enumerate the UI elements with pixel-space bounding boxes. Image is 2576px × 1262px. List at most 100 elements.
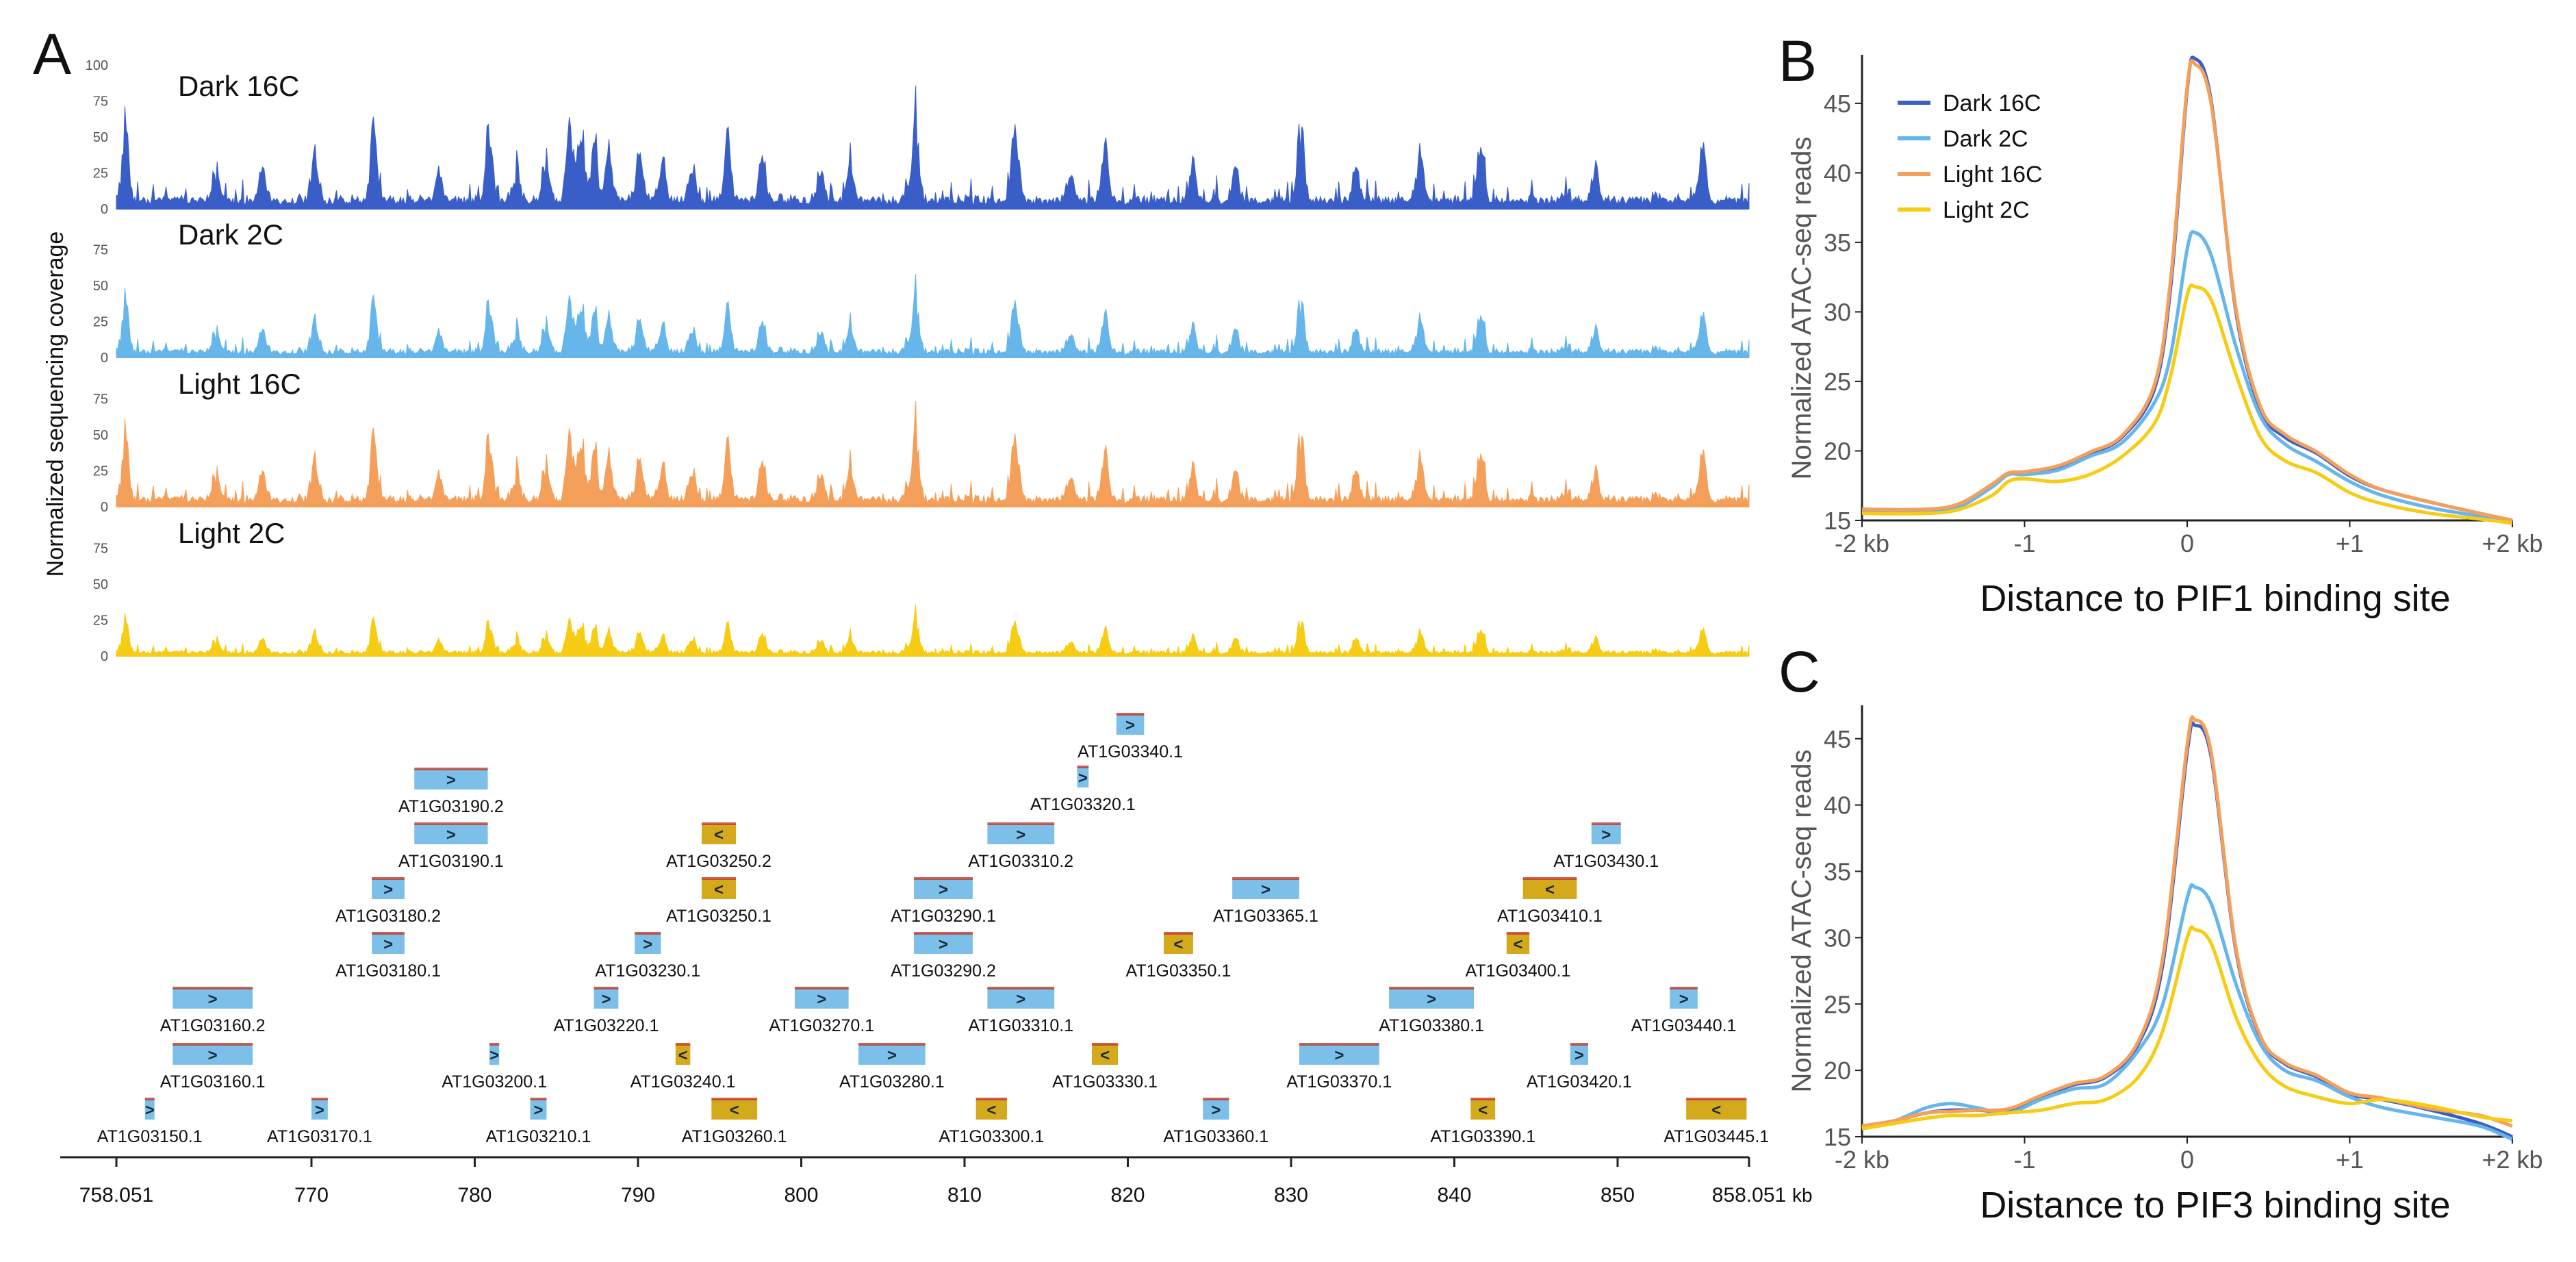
gene-body[interactable]: [1232, 879, 1299, 899]
gene-utr-mark: [794, 987, 849, 989]
gene-body[interactable]: [144, 1099, 155, 1120]
gene-body[interactable]: [1163, 933, 1193, 954]
gene-AT1G03240.1[interactable]: < AT1G03240.1: [630, 1043, 736, 1091]
gene-strand-arrow: >: [1601, 826, 1611, 844]
gene-AT1G03290.2[interactable]: > AT1G03290.2: [891, 932, 996, 981]
gene-utr-mark: [987, 987, 1055, 989]
gene-label: AT1G03230.1: [595, 961, 700, 981]
gene-body[interactable]: [1591, 824, 1621, 844]
gene-body[interactable]: [173, 988, 253, 1009]
gene-body[interactable]: [1570, 1044, 1589, 1065]
gene-body[interactable]: [372, 933, 405, 954]
gene-body[interactable]: [372, 879, 405, 899]
gene-AT1G03400.1[interactable]: < AT1G03400.1: [1466, 932, 1571, 981]
y-tick-label: 45: [1824, 725, 1851, 753]
gene-body[interactable]: [701, 824, 737, 844]
gene-AT1G03365.1[interactable]: > AT1G03365.1: [1213, 877, 1318, 926]
gene-AT1G03190.2[interactable]: > AT1G03190.2: [398, 768, 504, 816]
gene-AT1G03280.1[interactable]: > AT1G03280.1: [839, 1043, 945, 1091]
gene-AT1G03410.1[interactable]: < AT1G03410.1: [1497, 877, 1603, 926]
gene-AT1G03160.2[interactable]: > AT1G03160.2: [160, 987, 266, 1035]
gene-AT1G03230.1[interactable]: > AT1G03230.1: [595, 932, 700, 981]
gene-AT1G03290.1[interactable]: > AT1G03290.1: [891, 877, 996, 926]
y-tick-label: 15: [1824, 507, 1851, 535]
track-light16: 0 25 50 75 Light 16C: [93, 368, 1750, 515]
gene-strand-arrow: >: [533, 1101, 543, 1120]
gene-body[interactable]: [701, 879, 737, 899]
gene-AT1G03390.1[interactable]: < AT1G03390.1: [1430, 1098, 1535, 1146]
gene-AT1G03150.1[interactable]: > AT1G03150.1: [97, 1098, 203, 1146]
gene-AT1G03445.1[interactable]: < AT1G03445.1: [1663, 1098, 1769, 1146]
gene-body[interactable]: [987, 988, 1055, 1009]
gene-body[interactable]: [530, 1099, 547, 1120]
gene-label: AT1G03150.1: [97, 1127, 203, 1146]
gene-strand-arrow: >: [601, 990, 611, 1009]
gene-strand-arrow: >: [1334, 1046, 1344, 1065]
gene-AT1G03310.2[interactable]: > AT1G03310.2: [968, 822, 1073, 871]
gene-body[interactable]: [173, 1044, 253, 1065]
gene-body[interactable]: [975, 1099, 1007, 1120]
gene-label: AT1G03160.2: [160, 1016, 266, 1035]
gene-AT1G03420.1[interactable]: > AT1G03420.1: [1527, 1043, 1632, 1091]
gene-AT1G03380.1[interactable]: > AT1G03380.1: [1379, 987, 1484, 1035]
gene-AT1G03360.1[interactable]: > AT1G03360.1: [1163, 1098, 1268, 1146]
gene-AT1G03180.2[interactable]: > AT1G03180.2: [335, 877, 441, 926]
gene-label: AT1G03170.1: [267, 1127, 372, 1146]
gene-AT1G03200.1[interactable]: > AT1G03200.1: [442, 1043, 547, 1091]
gene-body[interactable]: [914, 933, 973, 954]
gene-AT1G03300.1[interactable]: < AT1G03300.1: [939, 1098, 1044, 1146]
gene-body[interactable]: [1506, 933, 1530, 954]
gene-label: AT1G03440.1: [1631, 1016, 1737, 1035]
gene-AT1G03160.1[interactable]: > AT1G03160.1: [160, 1043, 266, 1091]
gene-body[interactable]: [414, 824, 488, 844]
gene-body[interactable]: [858, 1044, 926, 1065]
gene-AT1G03250.1[interactable]: < AT1G03250.1: [666, 877, 771, 926]
x-tick-label: +2 kb: [2482, 1146, 2542, 1174]
gene-utr-mark: [914, 877, 973, 880]
gene-AT1G03440.1[interactable]: > AT1G03440.1: [1631, 987, 1737, 1035]
gene-body[interactable]: [711, 1099, 758, 1120]
gene-AT1G03330.1[interactable]: < AT1G03330.1: [1052, 1043, 1158, 1091]
gene-body[interactable]: [1092, 1044, 1119, 1065]
gene-strand-arrow: >: [208, 1046, 218, 1065]
gene-body[interactable]: [1670, 988, 1698, 1009]
gene-AT1G03260.1[interactable]: < AT1G03260.1: [682, 1098, 787, 1146]
y-tick-label: 35: [1824, 858, 1851, 886]
gene-AT1G03180.1[interactable]: > AT1G03180.1: [335, 932, 441, 981]
gene-utr-mark: [1522, 877, 1577, 880]
gene-body[interactable]: [1077, 767, 1089, 787]
gene-AT1G03190.1[interactable]: > AT1G03190.1: [398, 822, 504, 871]
gene-body[interactable]: [1116, 714, 1145, 735]
gene-body[interactable]: [1299, 1044, 1379, 1065]
coverage-area-dark2: [116, 274, 1750, 358]
gene-body[interactable]: [1203, 1099, 1229, 1120]
gene-body[interactable]: [414, 769, 488, 790]
gene-body[interactable]: [675, 1044, 691, 1065]
gene-body[interactable]: [594, 988, 619, 1009]
gene-AT1G03210.1[interactable]: > AT1G03210.1: [486, 1098, 591, 1146]
gene-AT1G03350.1[interactable]: < AT1G03350.1: [1126, 932, 1232, 981]
gene-body[interactable]: [1470, 1099, 1496, 1120]
gene-AT1G03310.1[interactable]: > AT1G03310.1: [968, 987, 1073, 1035]
gene-AT1G03220.1[interactable]: > AT1G03220.1: [554, 987, 659, 1035]
axis-tick-label: 850: [1601, 1184, 1635, 1207]
gene-AT1G03250.2[interactable]: < AT1G03250.2: [666, 822, 771, 871]
gene-body[interactable]: [635, 933, 661, 954]
gene-AT1G03340.1[interactable]: > AT1G03340.1: [1077, 713, 1183, 761]
gene-body[interactable]: [311, 1099, 328, 1120]
gene-body[interactable]: [1389, 988, 1475, 1009]
gene-strand-arrow: >: [446, 771, 456, 790]
panel-b-xlabel: Distance to PIF1 binding site: [1980, 578, 2450, 619]
gene-AT1G03370.1[interactable]: > AT1G03370.1: [1286, 1043, 1392, 1091]
gene-body[interactable]: [1522, 879, 1577, 899]
gene-body[interactable]: [794, 988, 849, 1009]
gene-AT1G03320.1[interactable]: > AT1G03320.1: [1030, 766, 1136, 814]
gene-body[interactable]: [987, 824, 1055, 844]
gene-body[interactable]: [914, 879, 973, 899]
gene-body[interactable]: [489, 1044, 500, 1065]
gene-body[interactable]: [1686, 1099, 1747, 1120]
panel-label-b: B: [1778, 29, 1817, 93]
gene-AT1G03270.1[interactable]: > AT1G03270.1: [769, 987, 874, 1035]
gene-AT1G03170.1[interactable]: > AT1G03170.1: [267, 1098, 372, 1146]
gene-AT1G03430.1[interactable]: > AT1G03430.1: [1553, 822, 1659, 871]
